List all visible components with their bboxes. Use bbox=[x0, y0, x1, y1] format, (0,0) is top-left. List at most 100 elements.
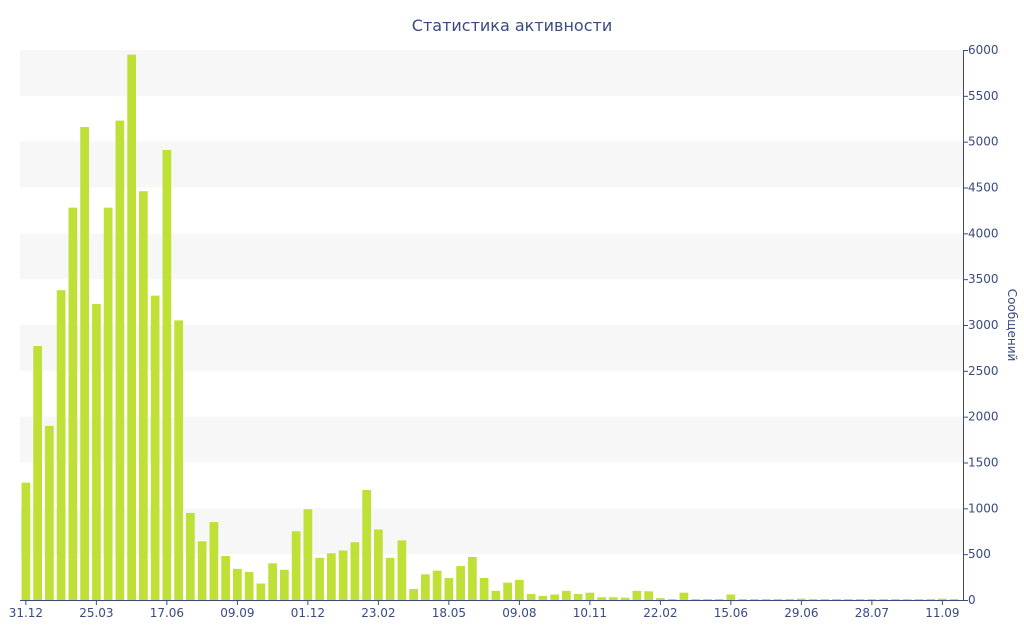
bar bbox=[268, 563, 277, 600]
x-axis: 31.12 25.03 17.06 09.09 01.12 23.02 18.05 09.08… bbox=[9, 600, 963, 620]
grid-band bbox=[20, 233, 963, 280]
bar bbox=[432, 570, 442, 600]
bar bbox=[150, 295, 160, 600]
x-tick-label: 15.06 bbox=[714, 606, 748, 620]
bar bbox=[667, 599, 677, 600]
x-tick-label: 23.02 bbox=[361, 606, 395, 620]
bar bbox=[820, 599, 830, 600]
bar bbox=[444, 578, 454, 600]
bar bbox=[949, 599, 959, 600]
bar bbox=[550, 594, 559, 600]
bar bbox=[503, 582, 512, 600]
bar bbox=[867, 599, 877, 600]
bar bbox=[338, 550, 348, 600]
y-tick-label: 1000 bbox=[968, 501, 999, 515]
bar bbox=[750, 599, 759, 600]
y-tick-label: 3500 bbox=[968, 272, 999, 286]
bar bbox=[456, 566, 465, 600]
y-tick-label: 4500 bbox=[968, 181, 999, 195]
x-tick-label: 01.12 bbox=[291, 606, 325, 620]
bar bbox=[221, 556, 230, 600]
x-tick-label: 25.03 bbox=[79, 606, 113, 620]
y-tick-label: 2500 bbox=[968, 364, 999, 378]
bar bbox=[21, 482, 31, 600]
bar bbox=[902, 599, 912, 600]
bar bbox=[174, 320, 183, 600]
bar bbox=[573, 594, 583, 600]
bar bbox=[679, 592, 689, 600]
x-tick-label: 09.08 bbox=[502, 606, 536, 620]
bar bbox=[562, 590, 571, 600]
bar bbox=[45, 425, 54, 600]
bar bbox=[644, 591, 653, 600]
bar bbox=[139, 191, 148, 601]
chart-title: Статистика активности bbox=[412, 16, 612, 35]
bar bbox=[797, 598, 806, 601]
y-axis: 0 500 1000 1500 2000 2500 3000 3500 4000 4500 5000… bbox=[963, 43, 999, 607]
bar bbox=[374, 529, 383, 600]
bar bbox=[726, 594, 736, 600]
bar bbox=[92, 303, 101, 600]
y-tick-label: 5500 bbox=[968, 89, 999, 103]
bar bbox=[350, 542, 360, 600]
grid-bands bbox=[20, 50, 963, 555]
x-tick-label: 09.09 bbox=[220, 606, 254, 620]
y-tick-label: 0 bbox=[968, 593, 976, 607]
x-tick-label: 18.05 bbox=[432, 606, 466, 620]
bar bbox=[632, 590, 642, 600]
bar bbox=[620, 597, 630, 600]
bar bbox=[914, 599, 924, 600]
y-tick-label: 500 bbox=[968, 547, 991, 561]
bar bbox=[103, 207, 113, 601]
bar bbox=[33, 346, 42, 600]
bar bbox=[397, 540, 407, 600]
bar bbox=[855, 599, 865, 600]
bar bbox=[409, 589, 418, 600]
bar bbox=[761, 599, 771, 600]
bar bbox=[385, 557, 395, 600]
x-tick-label: 22.02 bbox=[643, 606, 677, 620]
y-tick-label: 6000 bbox=[968, 43, 999, 57]
bar bbox=[244, 572, 254, 600]
x-tick-label: 31.12 bbox=[9, 606, 43, 620]
bar bbox=[56, 290, 66, 600]
bar bbox=[879, 599, 888, 600]
bar bbox=[186, 512, 195, 600]
y-axis-title: Сообщений bbox=[1005, 289, 1019, 362]
bar bbox=[280, 569, 289, 600]
bar bbox=[656, 598, 665, 600]
grid-band bbox=[20, 141, 963, 188]
bar bbox=[738, 599, 747, 600]
bar bbox=[526, 594, 536, 600]
bar bbox=[585, 592, 595, 600]
bar bbox=[926, 599, 935, 600]
bar bbox=[303, 509, 313, 600]
bar bbox=[538, 595, 548, 601]
bar bbox=[938, 598, 947, 601]
bar bbox=[80, 127, 89, 600]
x-tick-label: 11.09 bbox=[925, 606, 959, 620]
bar bbox=[315, 557, 324, 600]
bar bbox=[197, 541, 207, 600]
x-tick-label: 29.06 bbox=[784, 606, 818, 620]
bar bbox=[515, 579, 524, 600]
bar bbox=[468, 556, 477, 600]
x-tick-label: 10.11 bbox=[573, 606, 607, 620]
y-tick-label: 5000 bbox=[968, 135, 999, 149]
grid-band bbox=[20, 325, 963, 371]
bar bbox=[773, 599, 783, 600]
y-tick-label: 2000 bbox=[968, 410, 999, 424]
bar bbox=[714, 599, 724, 600]
x-tick-label: 17.06 bbox=[150, 606, 184, 620]
bar bbox=[327, 553, 336, 600]
bar bbox=[844, 599, 853, 600]
bar bbox=[421, 574, 430, 600]
bar bbox=[479, 578, 489, 600]
y-tick-label: 3000 bbox=[968, 318, 999, 332]
bar bbox=[233, 568, 242, 600]
bar bbox=[68, 207, 78, 601]
bar bbox=[785, 599, 794, 600]
bar bbox=[491, 590, 501, 600]
grid-band bbox=[20, 508, 963, 555]
